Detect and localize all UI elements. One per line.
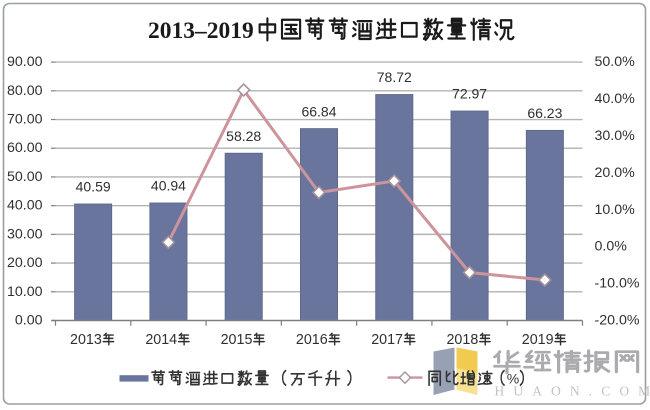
svg-text:10.00: 10.00 [7,284,43,300]
svg-text:%: % [507,371,519,387]
svg-text:30.00: 30.00 [7,226,43,242]
svg-text:2016: 2016 [296,332,328,348]
svg-text:2015: 2015 [221,332,253,348]
svg-text:40.00: 40.00 [7,198,43,214]
svg-text:HUAON.COM: HUAON.COM [495,384,650,399]
svg-text:50.0%: 50.0% [595,54,636,70]
svg-text:20.00: 20.00 [7,255,43,271]
svg-text:66.23: 66.23 [527,105,562,121]
svg-text:2017: 2017 [371,332,403,348]
svg-text:72.97: 72.97 [452,86,487,102]
svg-text:50.00: 50.00 [7,169,43,185]
svg-text:-20.0%: -20.0% [595,313,640,329]
svg-text:58.28: 58.28 [226,128,261,144]
svg-text:0.00: 0.00 [15,313,43,329]
svg-text:40.94: 40.94 [151,178,186,194]
svg-text:66.84: 66.84 [301,103,336,119]
svg-text:2019: 2019 [522,332,554,348]
svg-text:80.00: 80.00 [7,83,43,99]
svg-text:20.0%: 20.0% [595,165,636,181]
svg-text:-10.0%: -10.0% [595,276,640,292]
svg-text:2018: 2018 [446,332,478,348]
svg-text:78.72: 78.72 [377,69,412,85]
svg-text:70.00: 70.00 [7,112,43,128]
svg-text:40.0%: 40.0% [595,91,636,107]
svg-text:60.00: 60.00 [7,140,43,156]
svg-text:2013–2019: 2013–2019 [148,18,254,44]
svg-text:90.00: 90.00 [7,54,43,70]
svg-text:30.0%: 30.0% [595,128,636,144]
svg-text:2013: 2013 [70,332,102,348]
svg-text:2014: 2014 [145,332,177,348]
svg-text:40.59: 40.59 [76,179,111,195]
svg-text:10.0%: 10.0% [595,202,636,218]
svg-text:0.0%: 0.0% [595,239,628,255]
